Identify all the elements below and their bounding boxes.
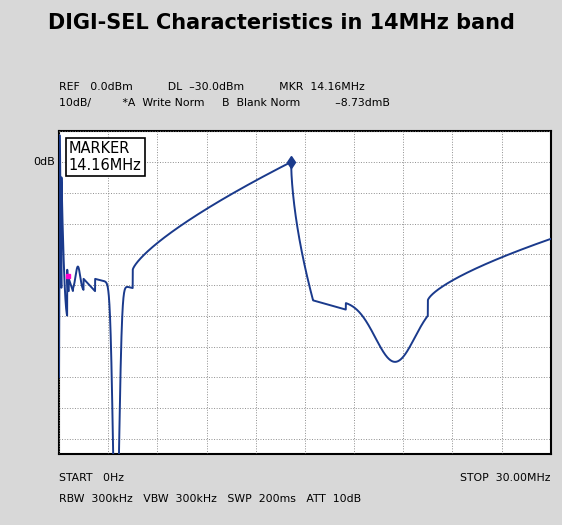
- Text: REF   0.0dBm          DL  –30.0dBm          MKR  14.16MHz: REF 0.0dBm DL –30.0dBm MKR 14.16MHz: [59, 82, 365, 92]
- Text: STOP  30.00MHz: STOP 30.00MHz: [460, 473, 551, 483]
- Text: RBW  300kHz   VBW  300kHz   SWP  200ms   ATT  10dB: RBW 300kHz VBW 300kHz SWP 200ms ATT 10dB: [59, 494, 361, 504]
- Text: MARKER
14.16MHz: MARKER 14.16MHz: [69, 141, 142, 173]
- Text: 10dB/         *A  Write Norm     B  Blank Norm          –8.73dmB: 10dB/ *A Write Norm B Blank Norm –8.73dm…: [59, 98, 390, 108]
- Text: DIGI-SEL Characteristics in 14MHz band: DIGI-SEL Characteristics in 14MHz band: [48, 13, 514, 33]
- Text: 0dB: 0dB: [33, 157, 55, 167]
- Text: START   0Hz: START 0Hz: [59, 473, 124, 483]
